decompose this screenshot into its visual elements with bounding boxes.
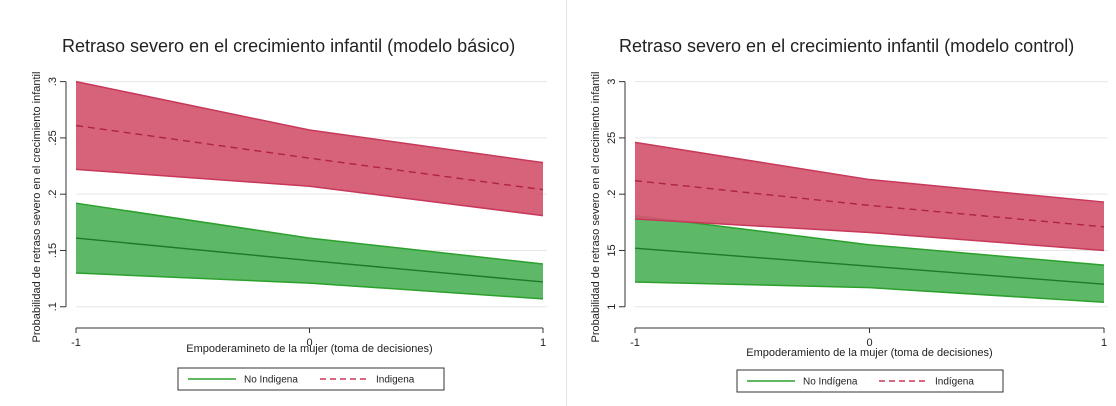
ci-band-ind-gena (635, 142, 1104, 251)
legend-label-no-ind-gena: No Indígena (803, 377, 858, 388)
legend-box (736, 369, 1004, 393)
x-tick-label: 1 (540, 337, 546, 349)
x-axis-title: Empoderamineto de la mujer (toma de deci… (186, 343, 432, 355)
y-tick-label: .3 (47, 77, 59, 86)
x-axis-title: Empoderamiento de la mujer (toma de deci… (746, 347, 992, 359)
ci-lower-no-ind-gena (634, 281, 1105, 303)
chart-title: Retraso severo en el crecimiento infanti… (619, 36, 1074, 56)
panel-divider (556, 0, 566, 406)
y-tick-label: .2 (606, 190, 618, 199)
chart-title: Retraso severo en el crecimiento infanti… (62, 36, 515, 56)
ci-band-no-indigena (76, 203, 543, 299)
ci-upper-no-indigena (75, 202, 544, 265)
ci-lower-ind-gena (634, 218, 1105, 252)
y-tick-label: .25 (47, 130, 59, 145)
series-line-no-indigena (75, 237, 544, 283)
x-tick-label: 1 (1101, 337, 1107, 349)
chart-panel-control: Retraso severo en el crecimiento infanti… (566, 0, 1116, 406)
y-tick-label: .15 (47, 243, 59, 258)
y-tick-label: .2 (47, 190, 59, 199)
legend-label-no-indigena: No Indigena (244, 375, 298, 386)
ci-upper-ind-gena (634, 141, 1105, 203)
ci-band-indigena (76, 81, 543, 216)
y-tick-label: 15 (606, 244, 618, 256)
legend-label-ind-gena: Indígena (935, 377, 974, 388)
legend-label-indigena: Indigena (376, 375, 415, 386)
y-tick-label: 1 (606, 304, 618, 310)
ci-lower-no-indigena (75, 272, 544, 300)
x-tick-label: -1 (71, 337, 81, 349)
y-axis-title: Probabilidad de retraso severo en el cre… (31, 72, 43, 343)
x-tick-label: 0 (866, 337, 872, 349)
series-line-ind-gena (634, 179, 1105, 228)
x-tick-label: 0 (306, 337, 312, 349)
y-axis-title: Probabilidad de retraso severo en el cre… (590, 72, 602, 343)
ci-upper-no-ind-gena (634, 214, 1105, 266)
legend-box (177, 367, 445, 391)
y-tick-label: 25 (606, 132, 618, 144)
x-tick-label: -1 (630, 337, 640, 349)
chart-control-model: Retraso severo en el crecimiento infanti… (590, 36, 1108, 393)
series-line-no-ind-gena (634, 247, 1105, 285)
y-tick-label: .1 (47, 302, 59, 311)
ci-upper-indigena (75, 80, 544, 164)
y-tick-label: 3 (606, 79, 618, 85)
chart-basic-model: Retraso severo en el crecimiento infanti… (31, 36, 547, 391)
series-line-indigena (75, 124, 544, 191)
ci-lower-indigena (75, 168, 544, 217)
chart-panel-basic: Retraso severo en el crecimiento infanti… (0, 0, 557, 406)
ci-band-no-ind-gena (635, 215, 1104, 303)
